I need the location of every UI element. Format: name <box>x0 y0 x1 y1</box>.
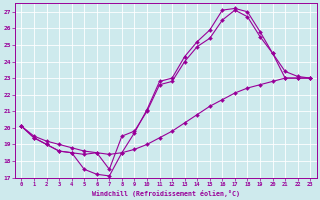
X-axis label: Windchill (Refroidissement éolien,°C): Windchill (Refroidissement éolien,°C) <box>92 190 240 197</box>
